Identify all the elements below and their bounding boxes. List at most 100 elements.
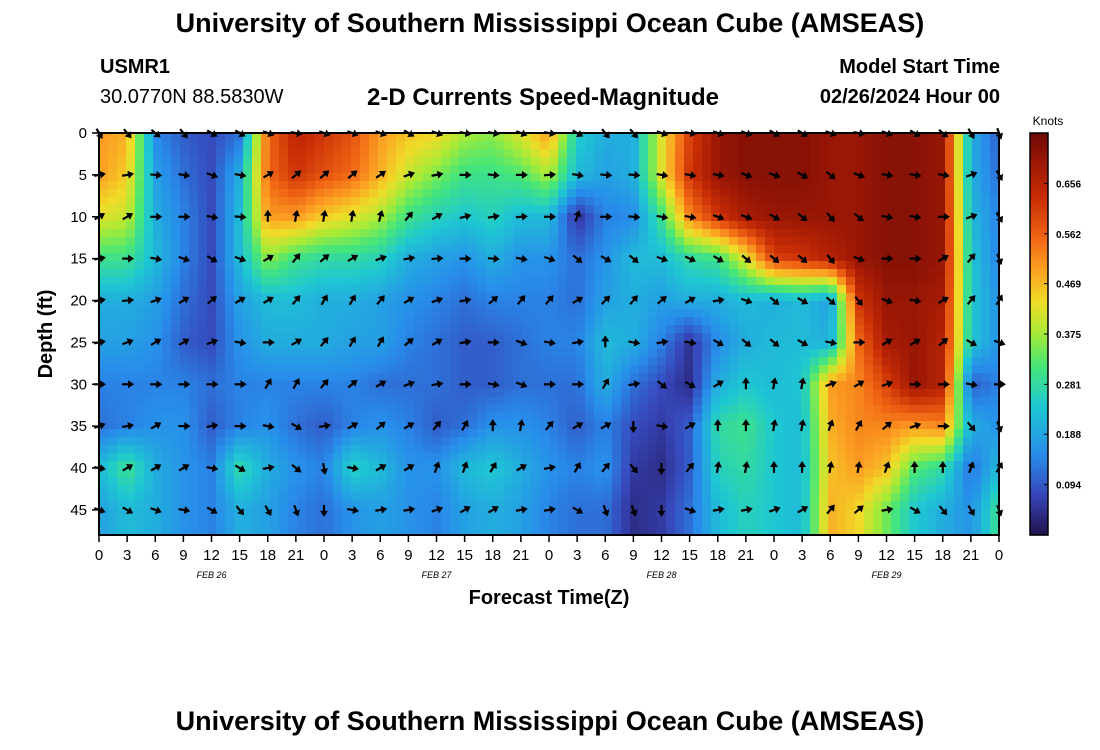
heatmap-cell [873,421,883,430]
heatmap-cell [414,349,424,358]
heatmap-cell [396,413,406,422]
heatmap-cell [765,221,775,230]
heatmap-cell [702,205,712,214]
heatmap-cell [936,269,946,278]
heatmap-cell [216,157,226,166]
heatmap-cell [99,453,109,462]
heatmap-cell [423,389,433,398]
heatmap-cell [189,413,199,422]
heatmap-cell [297,469,307,478]
heatmap-cell [216,437,226,446]
heatmap-cell [279,189,289,198]
heatmap-cell [648,213,658,222]
heatmap-cell [702,501,712,510]
heatmap-cell [288,317,298,326]
heatmap-cell [306,437,316,446]
heatmap-cell [909,333,919,342]
heatmap-cell [963,493,973,502]
heatmap-cell [945,325,955,334]
heatmap-cell [828,181,838,190]
heatmap-cell [666,469,676,478]
heatmap-cell [198,461,208,470]
heatmap-cell [963,221,973,230]
heatmap-cell [540,525,550,534]
heatmap-cell [378,429,388,438]
heatmap-cell [756,181,766,190]
heatmap-cell [729,269,739,278]
heatmap-cell [243,269,253,278]
heatmap-cell [693,261,703,270]
heatmap-cell [891,237,901,246]
heatmap-cell [567,405,577,414]
heatmap-cell [99,325,109,334]
heatmap-cell [720,461,730,470]
heatmap-cell [270,333,280,342]
heatmap-cell [576,325,586,334]
heatmap-cell [450,421,460,430]
heatmap-cell [558,213,568,222]
heatmap-cell [504,189,514,198]
heatmap-cell [450,373,460,382]
heatmap-cell [531,389,541,398]
heatmap-cell [387,373,397,382]
heatmap-cell [117,245,127,254]
heatmap-cell [396,509,406,518]
heatmap-cell [729,173,739,182]
heatmap-cell [567,181,577,190]
heatmap-cell [639,525,649,534]
heatmap-cell [450,261,460,270]
heatmap-cell [612,325,622,334]
heatmap-cell [666,405,676,414]
heatmap-cell [315,149,325,158]
heatmap-cell [639,373,649,382]
heatmap-cell [855,237,865,246]
heatmap-cell [279,525,289,534]
heatmap-cell [441,141,451,150]
heatmap-cell [414,325,424,334]
heatmap-cell [765,173,775,182]
heatmap-cell [306,485,316,494]
heatmap-cell [702,221,712,230]
heatmap-cell [594,197,604,206]
heatmap-cell [144,245,154,254]
heatmap-cell [225,325,235,334]
heatmap-cell [639,421,649,430]
heatmap-cell [738,445,748,454]
heatmap-cell [864,349,874,358]
heatmap-cell [531,141,541,150]
heatmap-cell [756,373,766,382]
heatmap-cell [162,501,172,510]
heatmap-cell [189,373,199,382]
heatmap-cell [450,477,460,486]
heatmap-cell [918,173,928,182]
heatmap-cell [846,245,856,254]
heatmap-cell [639,445,649,454]
heatmap-cell [738,357,748,366]
heatmap-cell [549,205,559,214]
heatmap-cell [855,245,865,254]
heatmap-cell [693,493,703,502]
heatmap-cell [684,245,694,254]
heatmap-cell [108,381,118,390]
heatmap-cell [549,477,559,486]
heatmap-cell [855,373,865,382]
heatmap-cell [783,133,793,142]
heatmap-cell [180,445,190,454]
heatmap-cell [360,301,370,310]
heatmap-cell [918,509,928,518]
heatmap-cell [513,181,523,190]
heatmap-cell [486,237,496,246]
heatmap-cell [207,181,217,190]
heatmap-cell [135,373,145,382]
heatmap-cell [351,213,361,222]
heatmap-cell [432,173,442,182]
heatmap-cell [882,205,892,214]
heatmap-cell [720,269,730,278]
heatmap-cell [801,133,811,142]
heatmap-cell [261,133,271,142]
heatmap-cell [126,469,136,478]
heatmap-cell [684,525,694,534]
heatmap-cell [711,229,721,238]
heatmap-cell [711,237,721,246]
heatmap-cell [945,165,955,174]
